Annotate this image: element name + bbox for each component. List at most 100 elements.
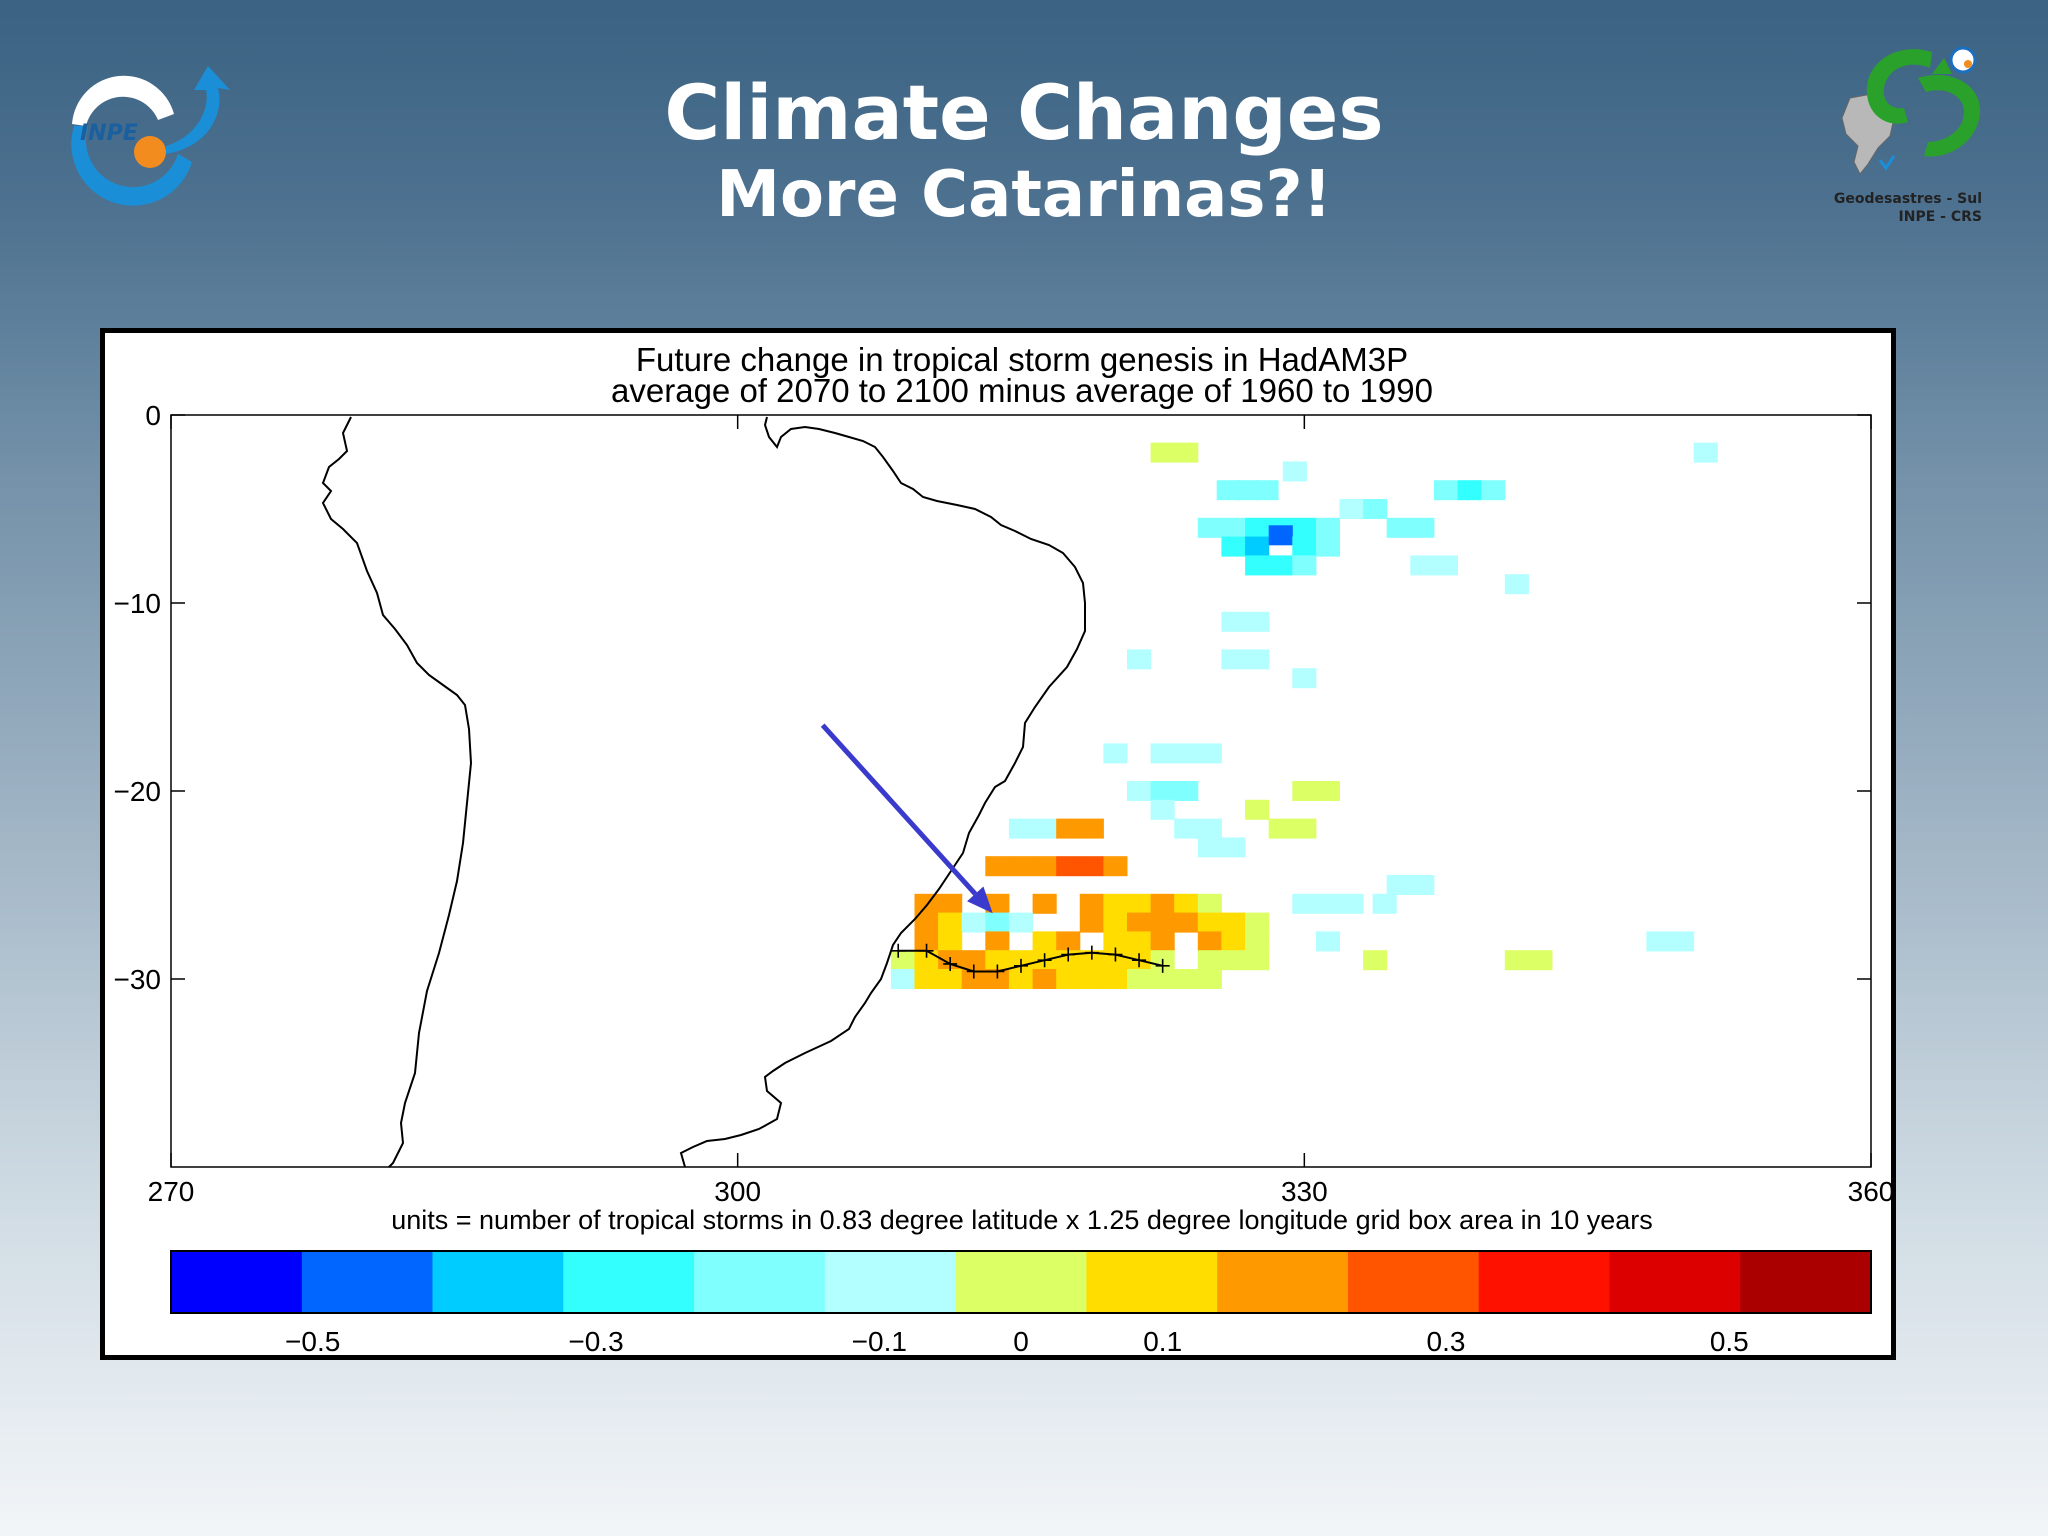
heatmap-cell	[1197, 893, 1222, 914]
x-tick-label: 360	[1848, 1176, 1891, 1207]
heatmap-cell	[1032, 856, 1057, 877]
storm-track-point	[1108, 947, 1123, 962]
heatmap-cell	[1103, 893, 1128, 914]
heatmap-cell	[1032, 969, 1057, 989]
colorbar-frame	[170, 1250, 1872, 1314]
heatmap-cell	[1292, 555, 1317, 576]
inpe-logo-text: INPE	[80, 121, 138, 146]
heatmap-cell	[1410, 517, 1435, 538]
catarina-arrow	[820, 723, 978, 896]
heatmap-cell	[1221, 649, 1246, 670]
heatmap-cell	[1481, 480, 1506, 501]
heatmap-cell	[1056, 856, 1081, 877]
heatmap-cell	[1245, 555, 1270, 576]
heatmap-cell	[961, 912, 986, 933]
heatmap-cell	[1008, 912, 1033, 933]
heatmap-cell	[1245, 950, 1270, 971]
heatmap-cell	[1315, 893, 1340, 914]
heatmap-cell	[1127, 649, 1152, 670]
colorbar-segment	[1347, 1251, 1480, 1313]
heatmap-cell	[1268, 818, 1293, 839]
heatmap-cell	[1221, 931, 1246, 952]
storm-track-point	[891, 943, 906, 958]
y-tick-label: −20	[114, 776, 162, 807]
heatmap-cell	[1386, 875, 1411, 895]
heatmap-cell	[1315, 781, 1340, 801]
heatmap-cell	[1150, 799, 1175, 820]
heatmap-cell	[1174, 893, 1199, 914]
storm-track-point	[1014, 958, 1028, 973]
storm-track-point	[919, 943, 934, 958]
colorbar	[171, 1251, 1872, 1313]
heatmap-cell	[1670, 931, 1695, 952]
heatmap-cell	[1150, 931, 1175, 952]
heatmap-cell	[1056, 931, 1081, 952]
heatmap-cell	[1433, 480, 1458, 501]
heatmap-cell	[1150, 912, 1175, 933]
colorbar-tick-label: 0.3	[1427, 1326, 1466, 1355]
heatmap-cell	[1339, 499, 1364, 519]
storm-track-point	[1084, 945, 1099, 960]
heatmap-cell	[1127, 781, 1152, 801]
plot-area	[170, 414, 1872, 1168]
heatmap-cell	[1197, 912, 1222, 933]
heatmap-cell	[985, 856, 1010, 877]
geodesastres-caption: Geodesastres - Sul INPE - CRS	[1834, 190, 1982, 226]
storm-track-point	[943, 956, 958, 971]
colorbar-segment	[694, 1251, 826, 1313]
colorbar-tick-label: −0.5	[285, 1326, 340, 1355]
heatmap-cell	[1245, 611, 1270, 632]
heatmap-cell	[1292, 517, 1317, 538]
heatmap-cell	[1245, 649, 1270, 670]
heatmap-cell	[1174, 442, 1199, 463]
heatmap-cell	[1410, 555, 1435, 576]
heatmap-cell	[985, 912, 1010, 933]
heatmap-cell	[1197, 517, 1222, 538]
heatmap-cell	[1221, 611, 1246, 632]
plot-frame	[170, 414, 1872, 1168]
colorbar-tick-label: −0.1	[852, 1326, 907, 1355]
colorbar-tick-label: 0.1	[1143, 1326, 1182, 1355]
heatmap-cell	[1268, 555, 1293, 576]
heatmap-cell	[1174, 743, 1199, 764]
heatmap-cell	[985, 931, 1010, 952]
heatmap-cell	[1008, 969, 1033, 989]
inpe-logo: INPE	[71, 66, 230, 206]
heatmap-cell	[1103, 856, 1128, 877]
heatmap-cell	[1315, 517, 1340, 538]
heatmap-cell	[1127, 931, 1152, 952]
heatmap-cell	[1216, 480, 1241, 501]
heatmap-cell	[938, 931, 963, 952]
heatmap-cell	[1245, 517, 1270, 538]
storm-track-point	[966, 964, 981, 979]
heatmap-cell	[1646, 931, 1671, 952]
heatmap-cell	[1245, 799, 1270, 820]
heatmap-cell	[985, 950, 1010, 971]
y-tick-label: −30	[114, 964, 162, 995]
y-axis-labels: 0 −10 −20 −30	[114, 400, 162, 995]
heatmap-cell	[1197, 969, 1222, 989]
colorbar-segment	[301, 1251, 434, 1313]
heatmap-cell	[1008, 818, 1033, 839]
heatmap-cell	[1268, 525, 1293, 546]
axis-ticks	[170, 414, 1872, 1167]
heatmap-cell	[1292, 893, 1317, 914]
heatmap-cell	[1150, 743, 1175, 764]
heatmap-cell	[1150, 442, 1175, 463]
heatmap-cell	[914, 893, 939, 914]
heatmap-cell	[1292, 818, 1317, 839]
heatmap-cell	[1174, 781, 1199, 801]
storm-track-point	[1037, 953, 1052, 968]
geodesastres-logo	[1841, 46, 1980, 175]
heatmap-cell	[938, 969, 963, 989]
slide-subtitle: More Catarinas?!	[716, 158, 1332, 232]
heatmap-cell	[1103, 931, 1128, 952]
heatmap-cell	[961, 969, 986, 989]
logo-caption-line-1: Geodesastres - Sul	[1833, 191, 1982, 207]
heatmap-cell	[1315, 931, 1340, 952]
colorbar-segment	[171, 1251, 303, 1313]
heatmap-cell	[1372, 893, 1397, 914]
heatmap-cell	[1197, 743, 1222, 764]
heatmap-cell	[1315, 536, 1340, 557]
heatmap-cell	[1174, 818, 1199, 839]
